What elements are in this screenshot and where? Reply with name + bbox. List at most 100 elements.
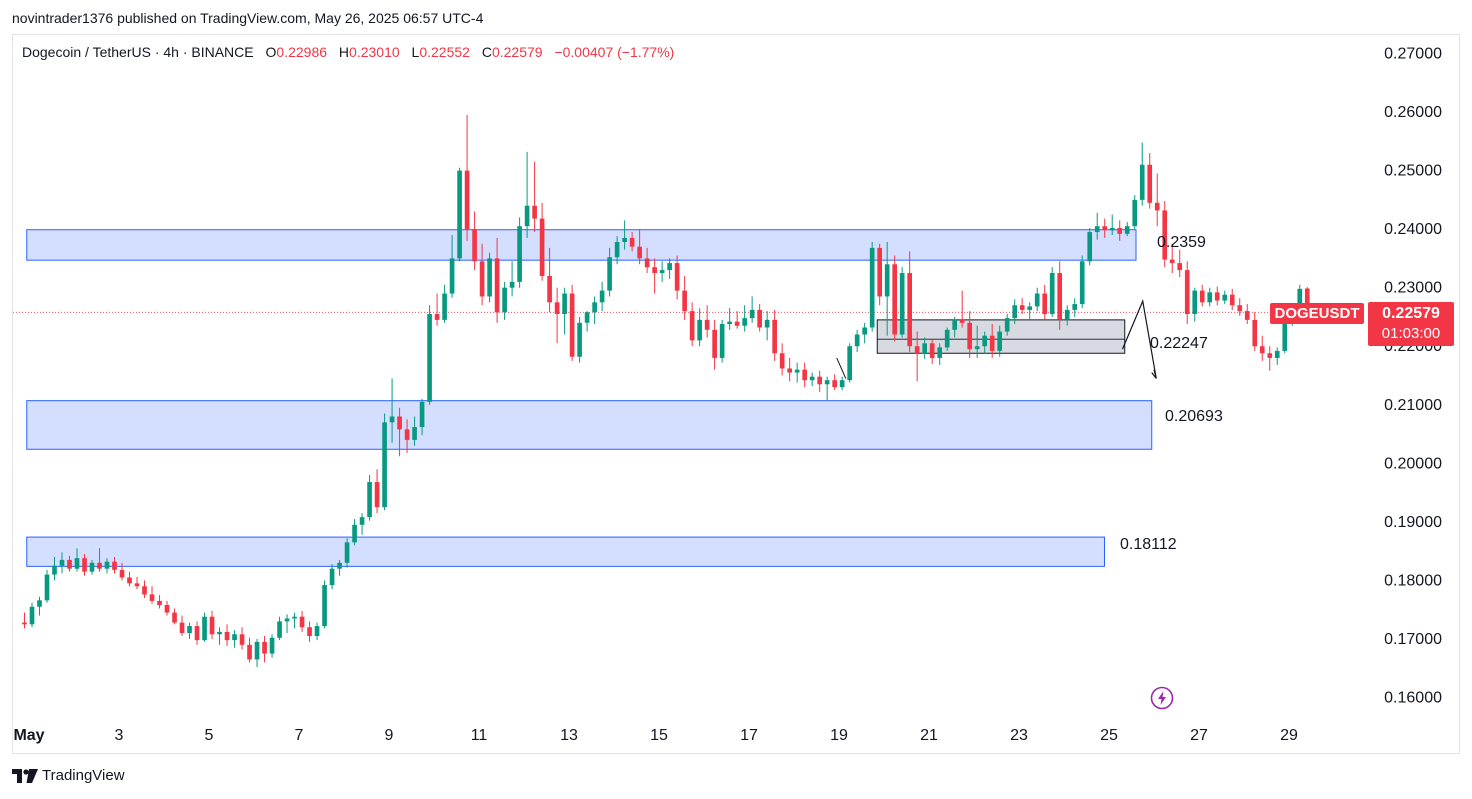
candle-body [914, 346, 920, 354]
candle [1109, 214, 1115, 235]
candle [1132, 195, 1138, 230]
candle [269, 634, 275, 658]
candle-body [524, 205, 530, 227]
candle-body [89, 562, 95, 572]
candle-body [1034, 293, 1040, 307]
candle [164, 600, 170, 616]
candle [149, 586, 155, 604]
candle [1199, 284, 1205, 307]
candle-body [937, 347, 943, 358]
candle [914, 331, 920, 382]
price-axis-tick: 0.19000 [1384, 514, 1442, 531]
candle [457, 167, 462, 262]
candle [599, 281, 605, 312]
candle-body [1064, 309, 1070, 320]
price-axis-tick: 0.16000 [1384, 690, 1442, 707]
candle [217, 627, 222, 645]
candle-body [1004, 318, 1010, 332]
candle-body [974, 346, 980, 350]
candle [412, 416, 417, 446]
price-axis-tick: 0.18000 [1384, 572, 1442, 589]
ticker-badge[interactable]: DOGEUSDT [1270, 303, 1364, 324]
chart-frame[interactable] [12, 34, 1460, 754]
candle [1012, 299, 1018, 324]
candle [397, 407, 402, 457]
candle [1049, 267, 1055, 317]
candle [1102, 218, 1108, 238]
candle-body [674, 263, 680, 291]
lightning-bolt-icon[interactable] [1150, 686, 1174, 710]
candle-countdown: 01:03:00 [1381, 325, 1441, 342]
candle-body [52, 565, 57, 575]
candle-body [127, 577, 132, 584]
candle-body [704, 319, 710, 330]
candle-body [1207, 292, 1213, 303]
candle-body [1184, 270, 1190, 315]
candle-body [449, 258, 455, 294]
candle [314, 622, 320, 641]
candle-body [1297, 288, 1303, 309]
candle [157, 595, 162, 609]
candle-body [217, 631, 222, 635]
candle-body [764, 319, 770, 328]
candle-body [569, 293, 575, 357]
candle [89, 559, 95, 575]
candle [67, 555, 72, 572]
candle [1057, 261, 1063, 330]
candle-body [734, 321, 740, 326]
open-value: 0.22986 [276, 44, 328, 60]
candle-body [254, 641, 260, 660]
candle-body [419, 401, 425, 428]
time-axis-tick: 29 [1280, 727, 1298, 744]
candle [989, 323, 995, 358]
candle-body [502, 287, 507, 313]
candle-body [1132, 199, 1138, 227]
candle [584, 311, 590, 332]
candle [1267, 346, 1273, 371]
candle-body [82, 558, 87, 572]
candle [494, 237, 500, 323]
candle-body [907, 273, 913, 347]
candle [187, 622, 192, 639]
candle [974, 325, 980, 358]
candle [1252, 312, 1258, 351]
candle [344, 538, 350, 568]
candle-body [787, 368, 792, 373]
tradingview-brand-text: TradingView [42, 767, 125, 784]
candle-body [1124, 226, 1130, 234]
candle [427, 305, 432, 405]
candle-body [577, 322, 582, 357]
tradingview-footer[interactable]: TradingView [12, 767, 125, 784]
candle-body [862, 327, 867, 335]
candle-body [1057, 273, 1063, 320]
candle [1094, 212, 1100, 240]
candle [449, 234, 455, 298]
candle-body [539, 218, 545, 276]
candle-body [329, 568, 335, 586]
candle [667, 258, 672, 279]
candle-body [1177, 263, 1183, 271]
candle-body [59, 559, 65, 566]
price-axis-tick: 0.20000 [1384, 455, 1442, 472]
candle [592, 296, 597, 324]
candle-body [1109, 227, 1115, 231]
candle-body [367, 482, 372, 518]
candle [607, 247, 612, 297]
candle-body [29, 606, 35, 625]
candle-body [884, 264, 890, 297]
candle-body [944, 329, 950, 348]
candle-body [74, 558, 80, 569]
candle-body [667, 263, 672, 271]
candle [59, 552, 65, 574]
candle [524, 151, 530, 238]
candle [674, 255, 680, 300]
candle [644, 247, 650, 274]
price-axis-tick: 0.26000 [1384, 104, 1442, 121]
candle [329, 564, 335, 590]
candle-body [1139, 164, 1145, 200]
candle [1169, 243, 1175, 274]
candle-body [824, 380, 830, 385]
price-axis-tick: 0.24000 [1384, 221, 1442, 238]
candle-body [487, 258, 492, 297]
